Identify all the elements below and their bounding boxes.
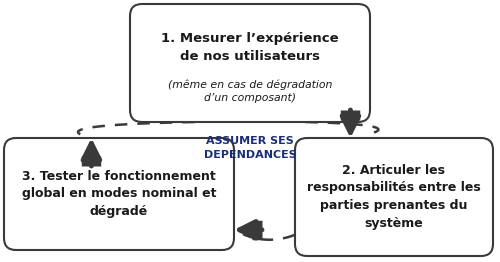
FancyBboxPatch shape (130, 4, 370, 122)
Text: ASSUMER SES
DEPENDANCES: ASSUMER SES DEPENDANCES (204, 137, 296, 160)
FancyBboxPatch shape (295, 138, 493, 256)
Text: 2. Articuler les
responsabilités entre les
parties prenantes du
système: 2. Articuler les responsabilités entre l… (307, 163, 481, 231)
Text: (même en cas de dégradation
d’un composant): (même en cas de dégradation d’un composa… (168, 79, 332, 103)
FancyBboxPatch shape (4, 138, 234, 250)
Text: 3. Tester le fonctionnement
global en modes nominal et
dégradé: 3. Tester le fonctionnement global en mo… (22, 170, 216, 219)
Text: 1. Mesurer l’expérience
de nos utilisateurs: 1. Mesurer l’expérience de nos utilisate… (161, 32, 339, 63)
